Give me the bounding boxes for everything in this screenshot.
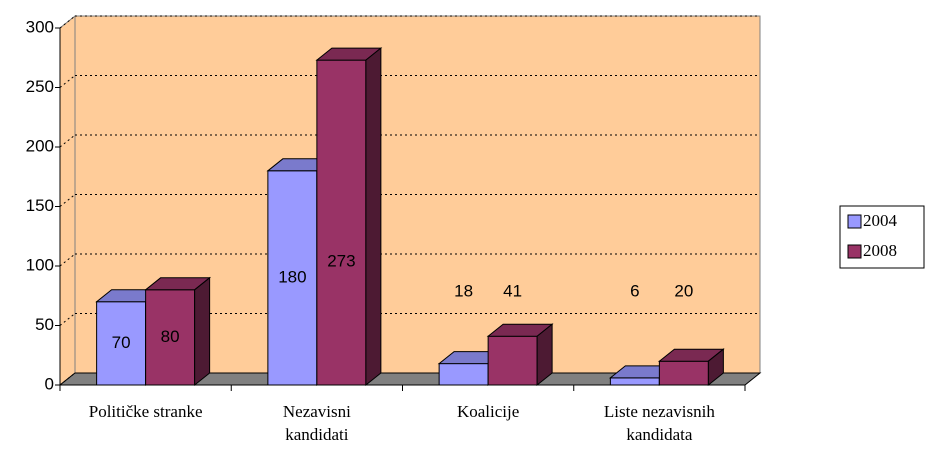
value-label: 41 xyxy=(503,281,522,300)
grid-line xyxy=(59,134,76,148)
y-tick-label: 150 xyxy=(26,196,54,215)
legend-swatch xyxy=(847,214,862,229)
bar-side xyxy=(194,276,211,387)
bar-front xyxy=(316,59,367,386)
value-label: 70 xyxy=(112,333,131,352)
y-tick-label: 0 xyxy=(45,374,54,393)
bar-side xyxy=(536,323,553,387)
bar-side xyxy=(707,348,724,387)
bar-front xyxy=(438,363,489,386)
x-tick-label-line: kandidata xyxy=(626,425,693,444)
value-label: 20 xyxy=(674,281,693,300)
x-tick-label-line: Koalicije xyxy=(457,402,519,421)
grid-line xyxy=(59,253,76,267)
y-tick-label: 300 xyxy=(26,17,54,36)
value-label: 273 xyxy=(327,251,355,270)
bar-front xyxy=(609,377,660,386)
grid-line xyxy=(59,194,76,207)
value-label: 80 xyxy=(161,327,180,346)
grid-line xyxy=(59,313,76,326)
value-label: 18 xyxy=(454,281,473,300)
bar-front xyxy=(487,335,538,386)
grid-line xyxy=(59,15,76,29)
value-label: 180 xyxy=(278,267,306,286)
x-tick-label-line: kandidati xyxy=(285,425,349,444)
bar-side xyxy=(365,47,382,387)
x-tick-label: Političke stranke xyxy=(89,402,203,421)
legend-swatch xyxy=(847,244,862,259)
legend-label: 2004 xyxy=(863,211,898,230)
side-wall xyxy=(59,14,76,387)
y-tick-label: 200 xyxy=(26,136,54,155)
x-tick-label-line: Političke stranke xyxy=(89,402,203,421)
x-tick-label: Koalicije xyxy=(457,402,519,421)
bar-front xyxy=(96,301,147,386)
grid-line xyxy=(59,372,76,386)
x-tick-label-line: Liste nezavisnih xyxy=(604,402,715,421)
x-tick-label: Nezavisni kandidati xyxy=(283,402,351,444)
y-tick-label: 100 xyxy=(26,255,54,274)
bar-front xyxy=(658,360,709,386)
x-tick-label: Liste nezavisnih kandidata xyxy=(604,402,715,444)
y-tick-label: 50 xyxy=(35,315,54,334)
grid-line xyxy=(59,75,76,88)
value-label: 6 xyxy=(630,281,639,300)
y-tick-label: 250 xyxy=(26,77,54,96)
x-tick-label-line: Nezavisni xyxy=(283,402,351,421)
legend-label: 2008 xyxy=(863,241,897,260)
